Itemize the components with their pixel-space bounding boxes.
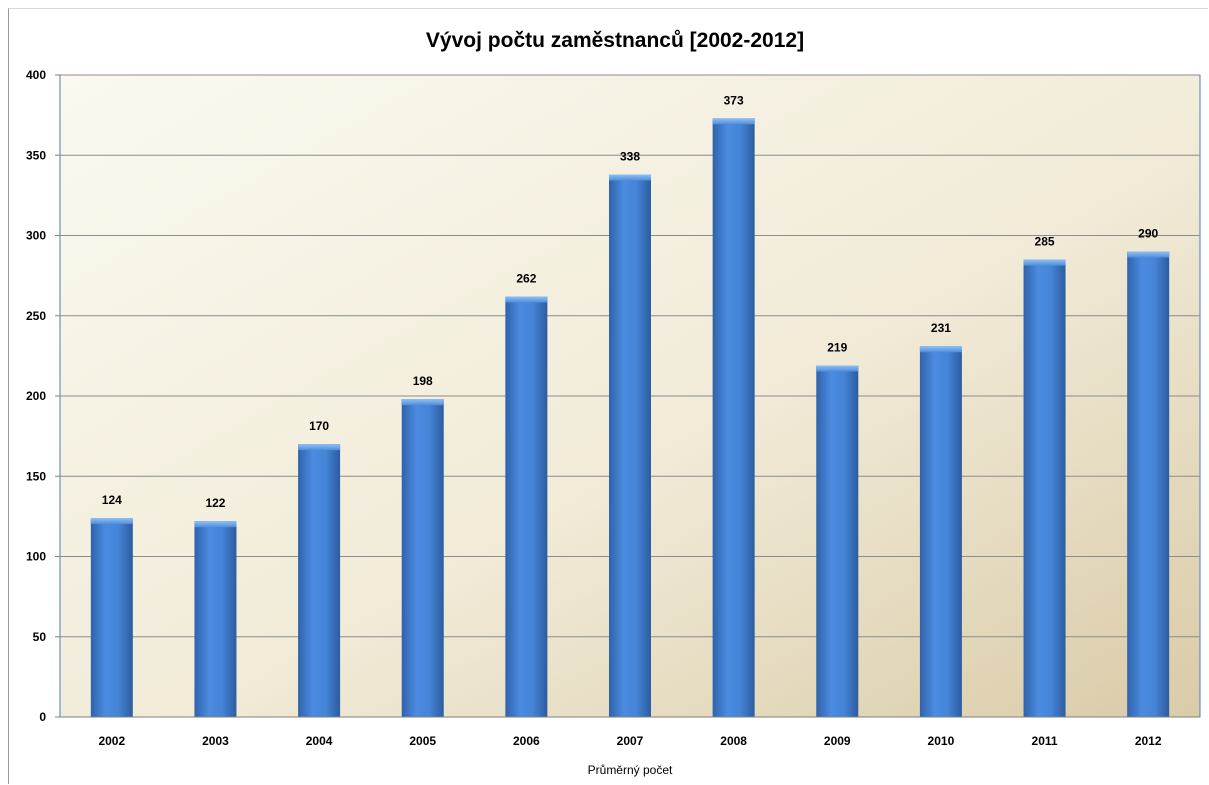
data-label-2002: 124	[102, 493, 122, 507]
bar-2008	[712, 118, 755, 717]
data-label-2011: 285	[1035, 235, 1055, 249]
bar-2006	[505, 296, 548, 717]
x-axis-label: Průměrný počet	[588, 763, 673, 777]
y-tick-label: 300	[26, 229, 46, 243]
bar-cap-2004	[298, 444, 341, 451]
x-tick-label: 2005	[409, 734, 436, 748]
x-tick-label: 2011	[1032, 734, 1058, 748]
bar-2012	[1127, 251, 1170, 718]
bar-2009	[816, 365, 859, 717]
data-label-2012: 290	[1138, 227, 1158, 241]
bar-cap-2006	[505, 296, 548, 303]
bar-2002	[90, 517, 133, 717]
bar-cap-2003	[194, 521, 237, 528]
x-tick-label: 2009	[824, 734, 851, 748]
bar-2011	[1023, 259, 1066, 717]
data-label-2007: 338	[620, 150, 640, 164]
bar-cap-2008	[712, 118, 755, 125]
x-tick-label: 2012	[1135, 734, 1162, 748]
data-label-2009: 219	[827, 341, 847, 355]
chart-title: Vývoj počtu zaměstnanců [2002-2012]	[426, 29, 804, 52]
x-tick-label: 2003	[202, 734, 229, 748]
bar-2004	[298, 444, 341, 717]
bar-2005	[401, 399, 444, 717]
bar-2010	[919, 346, 962, 717]
bar-cap-2007	[609, 174, 651, 181]
bar-2007	[609, 174, 651, 717]
x-tick-label: 2004	[306, 734, 333, 748]
y-tick-label: 0	[39, 710, 46, 724]
y-axis-ticks: 0 50 100 150 200 250 300 350 400	[26, 68, 60, 724]
y-tick-label: 50	[33, 630, 47, 644]
y-tick-label: 400	[26, 68, 46, 82]
x-tick-label: 2008	[720, 734, 747, 748]
x-tick-label: 2007	[617, 734, 644, 748]
data-label-2005: 198	[413, 374, 433, 388]
y-tick-label: 150	[26, 469, 46, 483]
y-tick-label: 350	[26, 148, 46, 162]
bar-cap-2002	[90, 517, 133, 524]
bars	[90, 118, 1170, 718]
x-tick-label: 2006	[513, 734, 540, 748]
bar-cap-2009	[816, 365, 859, 372]
x-tick-label: 2002	[98, 734, 125, 748]
data-label-2006: 262	[516, 271, 536, 285]
bar-cap-2005	[401, 399, 444, 406]
data-label-2003: 122	[205, 496, 225, 510]
bar-cap-2012	[1127, 251, 1170, 258]
data-label-2008: 373	[724, 93, 744, 107]
bar-cap-2010	[919, 346, 962, 353]
x-tick-label: 2010	[928, 734, 955, 748]
x-axis-ticks: 2002 2003 2004 2005 2006 2007 2008 2009 2010 2011…	[98, 734, 1161, 748]
data-label-2010: 231	[931, 321, 951, 335]
bar-cap-2011	[1023, 259, 1066, 266]
y-tick-label: 200	[26, 389, 46, 403]
y-tick-label: 250	[26, 309, 46, 323]
bar-2003	[194, 521, 237, 717]
y-tick-label: 100	[26, 550, 46, 564]
data-label-2004: 170	[309, 419, 329, 433]
data-labels: 124 122 170 198 262 338 373 219 231 285 290	[102, 93, 1159, 510]
